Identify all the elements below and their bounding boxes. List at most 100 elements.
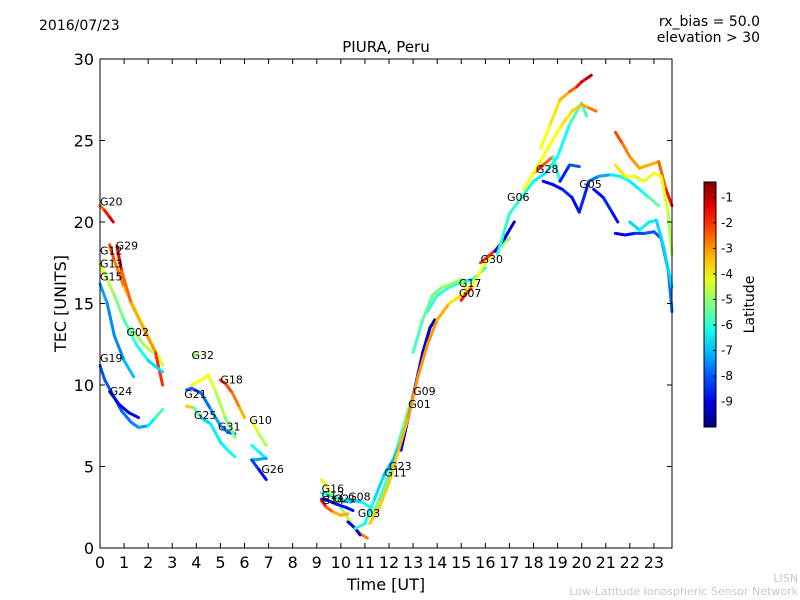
data-segment <box>192 406 203 420</box>
data-segment <box>519 179 536 200</box>
data-segment <box>108 243 116 263</box>
data-segment <box>541 179 555 187</box>
data-segment <box>411 318 425 354</box>
data-segment <box>382 456 396 477</box>
series-g15 <box>98 282 136 379</box>
data-segment <box>548 122 564 146</box>
data-segment <box>406 375 420 420</box>
data-segment <box>623 231 637 237</box>
colorbar-tick-label: -4 <box>721 267 733 281</box>
data-segment <box>450 277 463 286</box>
data-segment <box>541 155 555 167</box>
data-segment <box>464 282 475 292</box>
series-g05 <box>541 173 661 214</box>
y-axis-label: TEC [UNITS] <box>51 255 70 353</box>
data-segment <box>628 155 641 170</box>
data-segment <box>532 171 548 183</box>
parameters-label: rx_bias = 50.0 elevation > 30 <box>657 14 760 46</box>
y-tick-label: 25 <box>74 132 94 151</box>
satellite-label: G13 <box>100 258 123 271</box>
data-segment <box>416 342 430 379</box>
data-segment <box>134 342 150 363</box>
x-tick-label: 20 <box>572 553 592 572</box>
data-segment <box>551 155 562 183</box>
satellite-label: G11 <box>384 466 407 479</box>
series-g05e <box>628 218 674 289</box>
series-g05c <box>592 187 620 224</box>
data-segment <box>522 163 540 191</box>
data-segment <box>98 262 107 276</box>
data-segment <box>394 424 405 452</box>
data-segment <box>206 373 218 394</box>
data-segment <box>361 500 372 509</box>
data-segment <box>115 244 124 273</box>
credit: LISN Low-Latitude Ionospheric Sensor Net… <box>569 572 798 598</box>
data-segment <box>609 173 622 178</box>
data-segment <box>218 440 230 452</box>
y-tick-label: 0 <box>84 539 94 558</box>
x-tick-label: 5 <box>215 553 225 572</box>
data-segment <box>647 196 661 208</box>
satellite-label: G31 <box>218 421 241 434</box>
satellite-label: G25 <box>194 409 217 422</box>
data-segment <box>368 505 381 526</box>
x-tick-label: 23 <box>644 553 664 572</box>
data-segment <box>558 163 572 183</box>
satellite-label: G24 <box>110 385 133 398</box>
elevation-label: elevation > 30 <box>656 30 760 46</box>
data-segment <box>440 282 454 289</box>
x-tick-label: 4 <box>191 553 201 572</box>
data-segment <box>613 163 627 178</box>
data-segment <box>539 122 552 151</box>
x-tick-label: 19 <box>547 553 567 572</box>
data-segment <box>192 350 198 359</box>
colorbar-tick-label: -8 <box>721 369 733 383</box>
series-g05f <box>613 163 674 257</box>
satellite-label: G05 <box>579 178 602 191</box>
data-segment <box>346 520 357 530</box>
data-segment <box>120 409 133 424</box>
satellite-label: G19 <box>100 352 123 365</box>
credit-line-2: Low-Latitude Ionospheric Sensor Network <box>569 585 798 598</box>
data-segment <box>664 187 674 208</box>
x-tick-label: 17 <box>499 553 519 572</box>
x-tick-label: 13 <box>403 553 423 572</box>
series-g23 <box>370 399 413 517</box>
series-g12 <box>320 497 355 513</box>
series-g02 <box>129 326 155 354</box>
data-segment <box>637 163 651 170</box>
x-tick-label: 14 <box>427 553 447 572</box>
data-segment <box>334 502 348 509</box>
series-g13 <box>98 262 165 374</box>
data-segment <box>597 173 613 178</box>
data-segment <box>120 269 133 305</box>
data-segment <box>558 90 572 102</box>
data-segment <box>141 342 155 354</box>
data-segment <box>570 196 581 214</box>
data-segment <box>320 491 333 498</box>
data-segment <box>377 481 391 509</box>
data-segment <box>137 424 150 429</box>
satellite-label: G16 <box>322 483 345 496</box>
data-segment <box>577 179 591 214</box>
satellite-label: G29 <box>116 240 139 253</box>
data-segment <box>568 163 581 169</box>
series-g06 <box>495 101 589 257</box>
data-segment <box>122 318 138 346</box>
data-segment <box>129 326 145 346</box>
data-segment <box>250 443 261 454</box>
data-segment <box>339 505 350 521</box>
x-tick-label: 1 <box>119 553 129 572</box>
data-segment <box>226 448 237 459</box>
rx-bias-label: rx_bias = 50.0 <box>658 14 760 30</box>
data-segment <box>560 187 574 200</box>
satellite-label: G12 <box>100 245 123 258</box>
data-segment <box>209 407 222 428</box>
colorbar-tick-label: -9 <box>721 394 733 408</box>
data-segment <box>103 272 116 297</box>
data-segment <box>503 220 516 240</box>
satellite-label: G26 <box>261 463 284 476</box>
series-g07b <box>459 287 473 302</box>
data-segment <box>551 183 564 191</box>
x-axis-label: Time [UT] <box>346 575 425 594</box>
